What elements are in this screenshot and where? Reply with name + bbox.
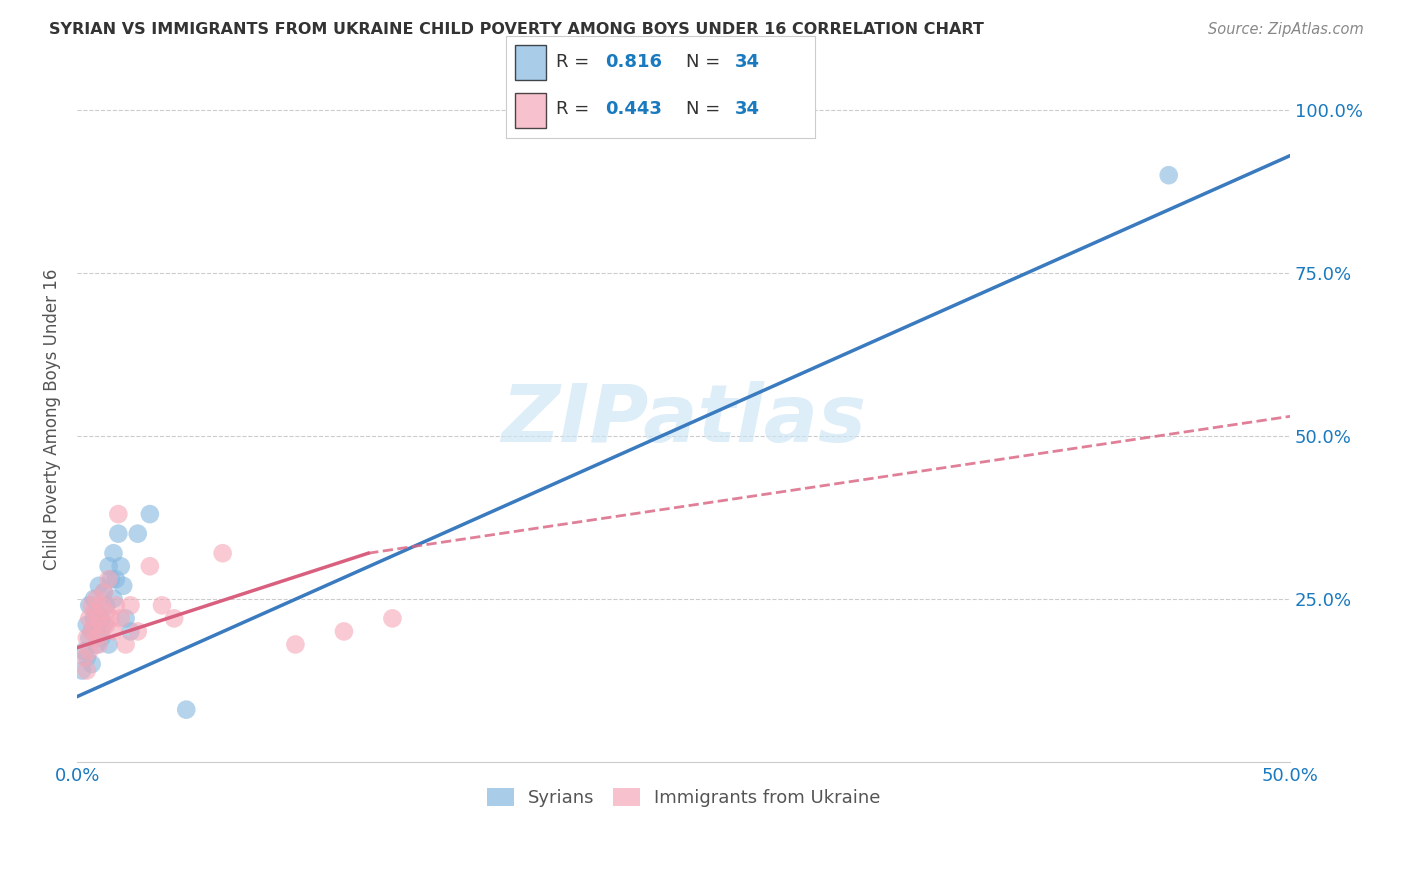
Point <box>127 624 149 639</box>
Text: ZIPatlas: ZIPatlas <box>501 381 866 458</box>
Point <box>103 546 125 560</box>
Point <box>80 624 103 639</box>
Point <box>76 664 98 678</box>
Text: 0.443: 0.443 <box>605 100 662 118</box>
Point <box>104 599 127 613</box>
Point <box>110 559 132 574</box>
Point <box>96 618 118 632</box>
Point <box>90 631 112 645</box>
Point <box>83 611 105 625</box>
Point <box>112 579 135 593</box>
Point <box>77 611 100 625</box>
Point <box>76 618 98 632</box>
Point <box>333 624 356 639</box>
Point <box>90 624 112 639</box>
Point <box>103 624 125 639</box>
Text: 34: 34 <box>735 100 761 118</box>
Point <box>90 599 112 613</box>
Point <box>86 591 108 606</box>
Point <box>107 507 129 521</box>
Text: N =: N = <box>686 53 725 70</box>
FancyBboxPatch shape <box>516 45 547 79</box>
Y-axis label: Child Poverty Among Boys Under 16: Child Poverty Among Boys Under 16 <box>44 268 60 570</box>
Point <box>83 618 105 632</box>
Point <box>97 559 120 574</box>
Point <box>77 631 100 645</box>
Point <box>80 599 103 613</box>
Point <box>93 618 115 632</box>
Point <box>76 631 98 645</box>
Text: R =: R = <box>555 100 595 118</box>
Point <box>120 599 142 613</box>
Point <box>87 637 110 651</box>
Point <box>80 657 103 671</box>
Point <box>150 599 173 613</box>
Point <box>97 572 120 586</box>
Point <box>114 611 136 625</box>
Point <box>83 605 105 619</box>
Point <box>77 644 100 658</box>
Legend: Syrians, Immigrants from Ukraine: Syrians, Immigrants from Ukraine <box>479 780 887 814</box>
Point <box>96 599 118 613</box>
Point <box>80 624 103 639</box>
Text: R =: R = <box>555 53 595 70</box>
Point <box>211 546 233 560</box>
Point <box>100 572 122 586</box>
Point <box>77 599 100 613</box>
Point <box>87 611 110 625</box>
Point <box>104 572 127 586</box>
FancyBboxPatch shape <box>516 93 547 128</box>
Text: N =: N = <box>686 100 725 118</box>
Point <box>86 631 108 645</box>
Point <box>1157 168 1180 182</box>
Point <box>96 605 118 619</box>
Point <box>97 637 120 651</box>
Text: 34: 34 <box>735 53 761 70</box>
Point <box>120 624 142 639</box>
Point <box>93 585 115 599</box>
Point <box>86 637 108 651</box>
Point <box>127 526 149 541</box>
Point <box>93 585 115 599</box>
Point <box>284 637 307 651</box>
Point <box>70 664 93 678</box>
Point <box>87 579 110 593</box>
Point <box>90 611 112 625</box>
Point <box>103 591 125 606</box>
Point <box>86 605 108 619</box>
Text: 0.816: 0.816 <box>605 53 662 70</box>
Point <box>83 591 105 606</box>
Point <box>100 611 122 625</box>
Point <box>139 507 162 521</box>
Point <box>114 637 136 651</box>
Point <box>174 703 197 717</box>
Text: SYRIAN VS IMMIGRANTS FROM UKRAINE CHILD POVERTY AMONG BOYS UNDER 16 CORRELATION : SYRIAN VS IMMIGRANTS FROM UKRAINE CHILD … <box>49 22 984 37</box>
Point <box>73 650 96 665</box>
Point <box>139 559 162 574</box>
Point <box>73 644 96 658</box>
Point <box>76 650 98 665</box>
Point <box>107 526 129 541</box>
Point <box>381 611 404 625</box>
Point <box>87 624 110 639</box>
Text: Source: ZipAtlas.com: Source: ZipAtlas.com <box>1208 22 1364 37</box>
Point <box>110 611 132 625</box>
Point <box>163 611 186 625</box>
